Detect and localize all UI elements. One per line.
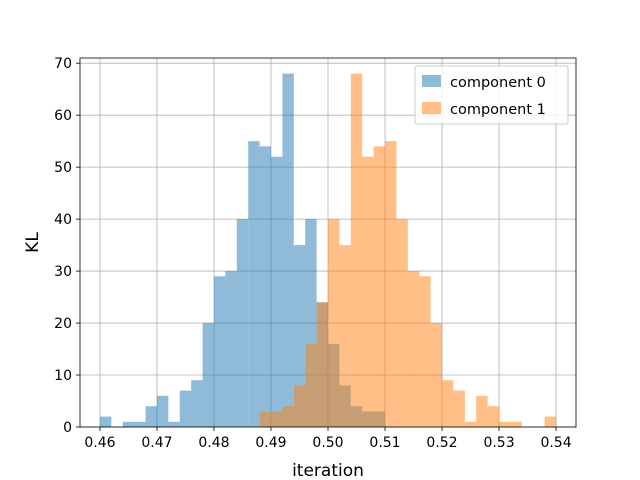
x-tick-label: 0.54: [540, 435, 571, 451]
legend-label: component 0: [450, 75, 546, 91]
legend-swatch: [422, 102, 441, 114]
y-tick-label: 50: [54, 160, 72, 176]
y-axis-ticks: 0 10 20 30 40 50 60 70: [54, 56, 80, 436]
histogram-bar: [293, 385, 306, 427]
x-axis-title: iteration: [292, 461, 364, 480]
x-axis-ticks: 0.46 0.47 0.48 0.49 0.50 0.51 0.52 0.53 0.54: [84, 427, 572, 451]
histogram-bar: [99, 416, 112, 427]
histogram-bar: [270, 156, 283, 428]
x-tick-label: 0.49: [255, 435, 286, 451]
histogram-bar: [202, 323, 214, 427]
histogram-bar: [487, 406, 500, 427]
histogram-bar: [385, 141, 397, 428]
histogram-bar: [213, 276, 226, 427]
x-tick-label: 0.52: [426, 435, 457, 451]
histogram-bar: [293, 245, 306, 427]
histogram-bar: [339, 245, 351, 427]
histogram-bar: [305, 343, 317, 427]
histogram-bars: [99, 73, 557, 428]
histogram-bar: [373, 146, 386, 427]
legend-swatch: [422, 75, 441, 87]
x-tick-label: 0.53: [483, 435, 514, 451]
histogram-bar: [145, 406, 157, 427]
histogram-bar: [419, 276, 431, 427]
histogram-bar: [156, 395, 169, 427]
legend: component 0 component 1: [414, 65, 569, 125]
y-tick-label: 0: [63, 420, 72, 436]
x-tick-label: 0.51: [369, 435, 400, 451]
histogram-bar: [191, 380, 203, 427]
x-tick-label: 0.50: [312, 435, 343, 451]
y-tick-label: 30: [54, 264, 72, 280]
y-tick-label: 40: [54, 212, 72, 228]
histogram-bar: [510, 421, 522, 427]
y-tick-label: 70: [54, 56, 72, 72]
legend-box: [414, 65, 569, 125]
histogram-bar: [407, 271, 420, 427]
histogram-bar: [270, 411, 283, 427]
legend-label: component 1: [450, 102, 546, 118]
histogram-bar: [453, 390, 465, 427]
histogram-bar: [134, 421, 146, 427]
histogram-bar: [442, 380, 454, 427]
series-1-bars: [259, 73, 557, 428]
histogram-bar: [259, 411, 271, 427]
x-tick-label: 0.47: [141, 435, 172, 451]
histogram-bar: [225, 271, 237, 427]
histogram-bar: [282, 406, 294, 427]
histogram-bar: [328, 219, 340, 427]
histogram-bar: [396, 219, 408, 427]
histogram-bar: [248, 141, 260, 428]
histogram-bar: [350, 73, 363, 427]
histogram-bar: [476, 395, 488, 427]
histogram-bar: [122, 421, 135, 427]
histogram-bar: [179, 390, 192, 427]
histogram-bar: [464, 421, 477, 427]
histogram-bar: [168, 421, 180, 427]
y-tick-label: 10: [54, 368, 72, 384]
histogram-bar: [316, 302, 328, 427]
x-tick-label: 0.48: [198, 435, 229, 451]
y-tick-label: 20: [54, 316, 72, 332]
histogram-bar: [259, 146, 271, 427]
histogram-bar: [430, 323, 443, 427]
x-tick-label: 0.46: [84, 435, 115, 451]
histogram-bar: [499, 421, 511, 427]
y-tick-label: 60: [54, 108, 72, 124]
histogram-bar: [544, 416, 557, 427]
histogram-bar: [362, 156, 374, 428]
histogram-bar: [236, 219, 249, 427]
histogram-bar: [305, 219, 317, 427]
y-axis-title: KL: [23, 232, 43, 253]
histogram-bar: [282, 73, 294, 427]
